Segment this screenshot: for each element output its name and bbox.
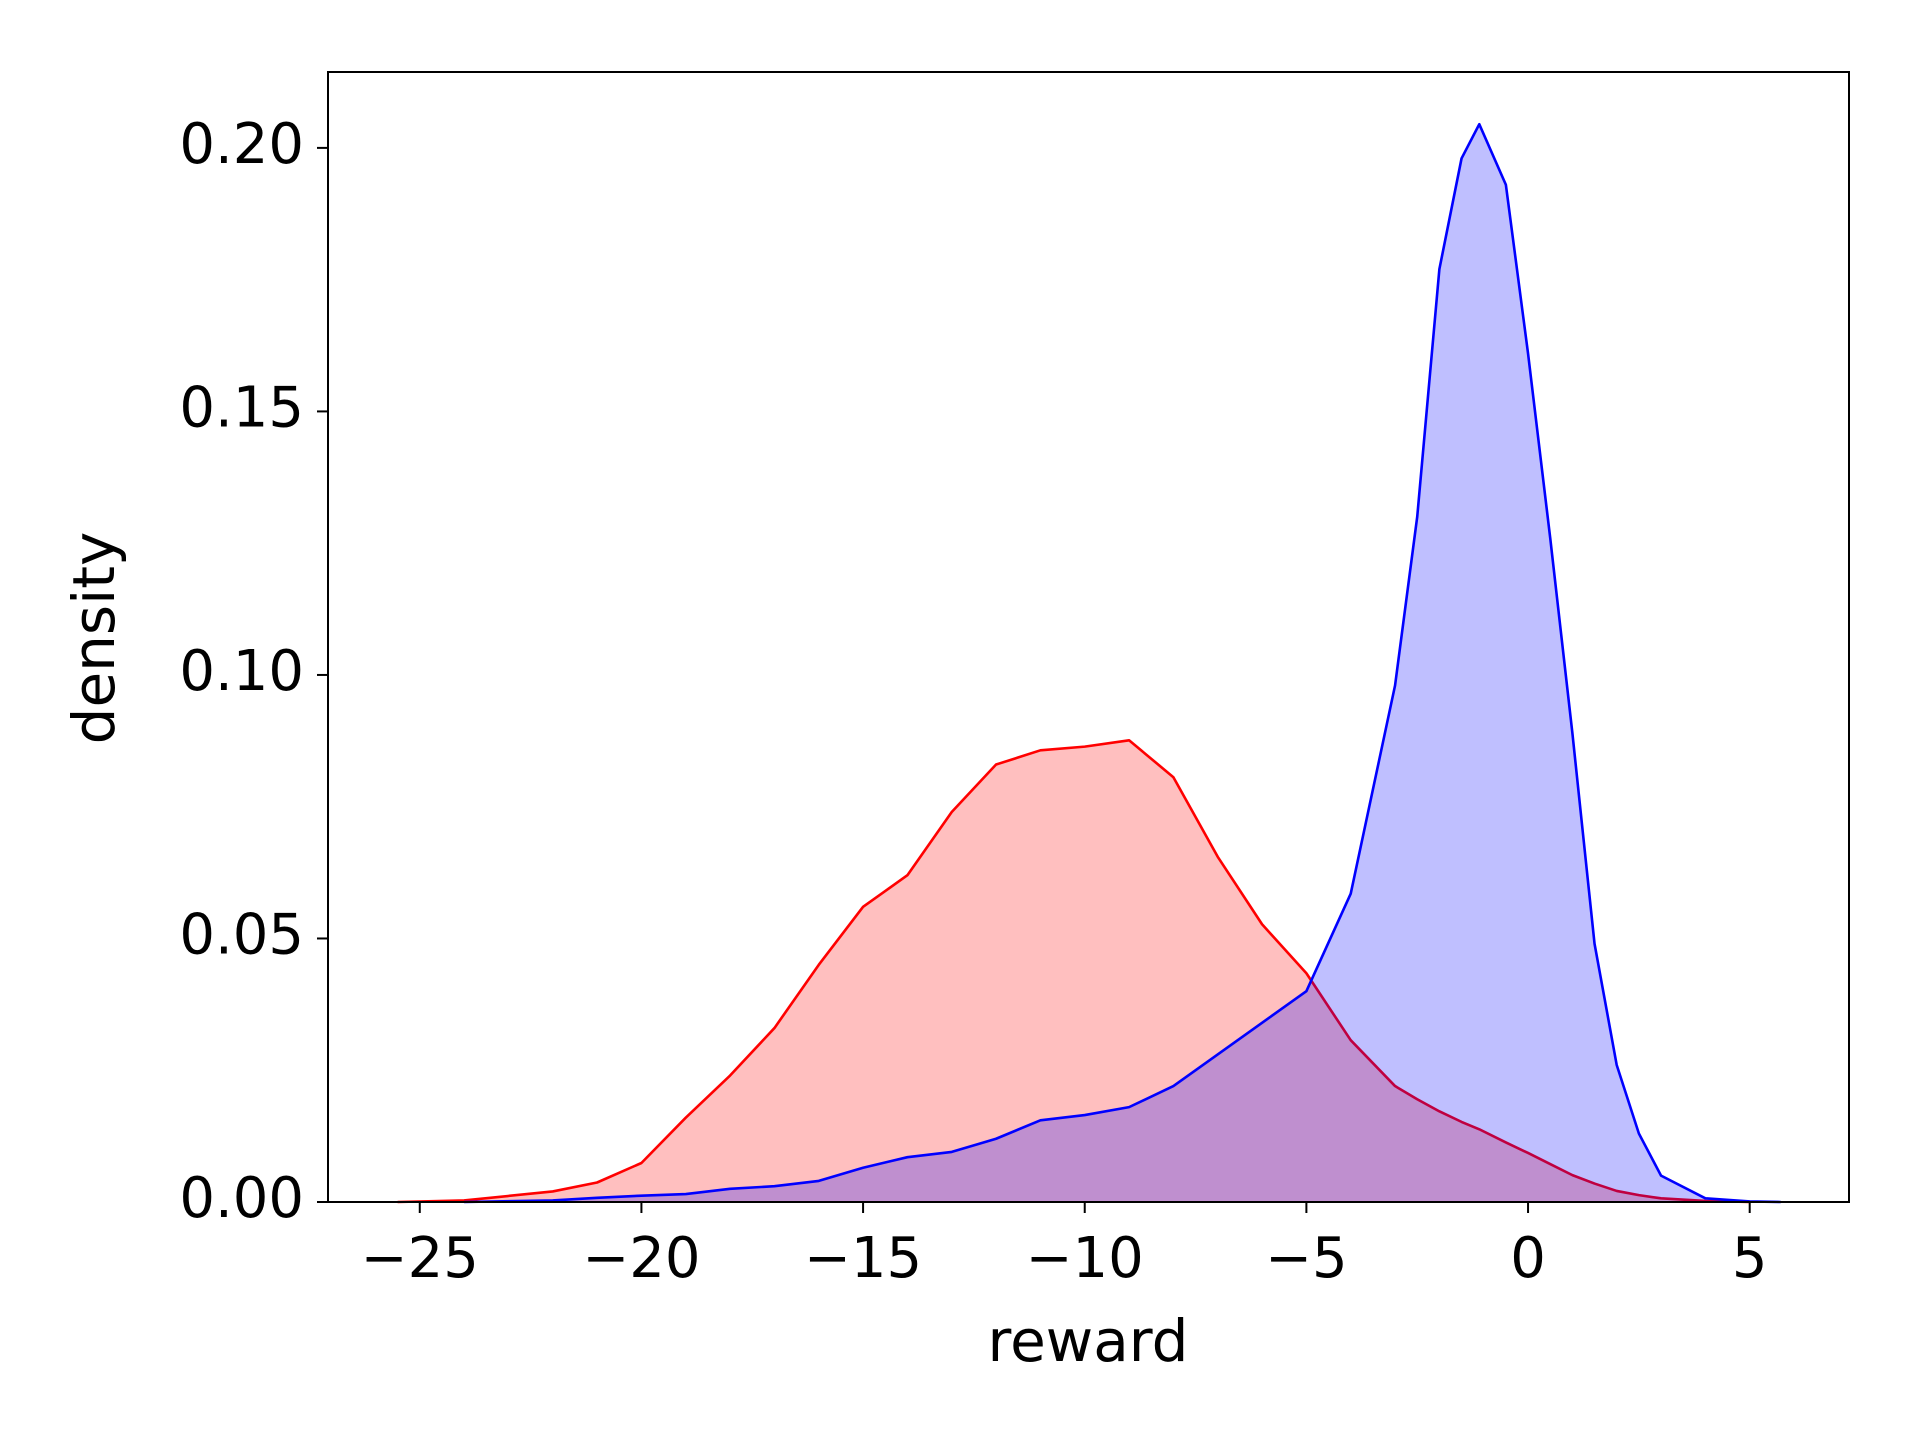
y-tick-label: 0.20 <box>179 112 304 177</box>
x-axis-label: reward <box>988 1307 1189 1375</box>
area-line <box>464 122 1781 1204</box>
area-line <box>397 739 1750 1204</box>
area-fill <box>397 740 1750 1202</box>
y-tick-label: 0.10 <box>179 639 304 704</box>
x-tick-label: −20 <box>582 1226 700 1291</box>
x-tick-label: −10 <box>1026 1226 1144 1291</box>
x-tick-label: −15 <box>804 1226 922 1291</box>
x-tick-label: 0 <box>1510 1226 1546 1291</box>
y-tick-label: 0.00 <box>179 1166 304 1231</box>
x-tick-label: 5 <box>1732 1226 1768 1291</box>
plot-frame <box>327 71 1850 1203</box>
y-axis-label: density <box>60 532 128 745</box>
y-tick-label: 0.05 <box>179 903 304 968</box>
x-tick-label: −25 <box>361 1226 479 1291</box>
y-tick-label: 0.15 <box>179 376 304 441</box>
area-fill <box>464 124 1781 1202</box>
x-tick-label: −5 <box>1265 1226 1348 1291</box>
